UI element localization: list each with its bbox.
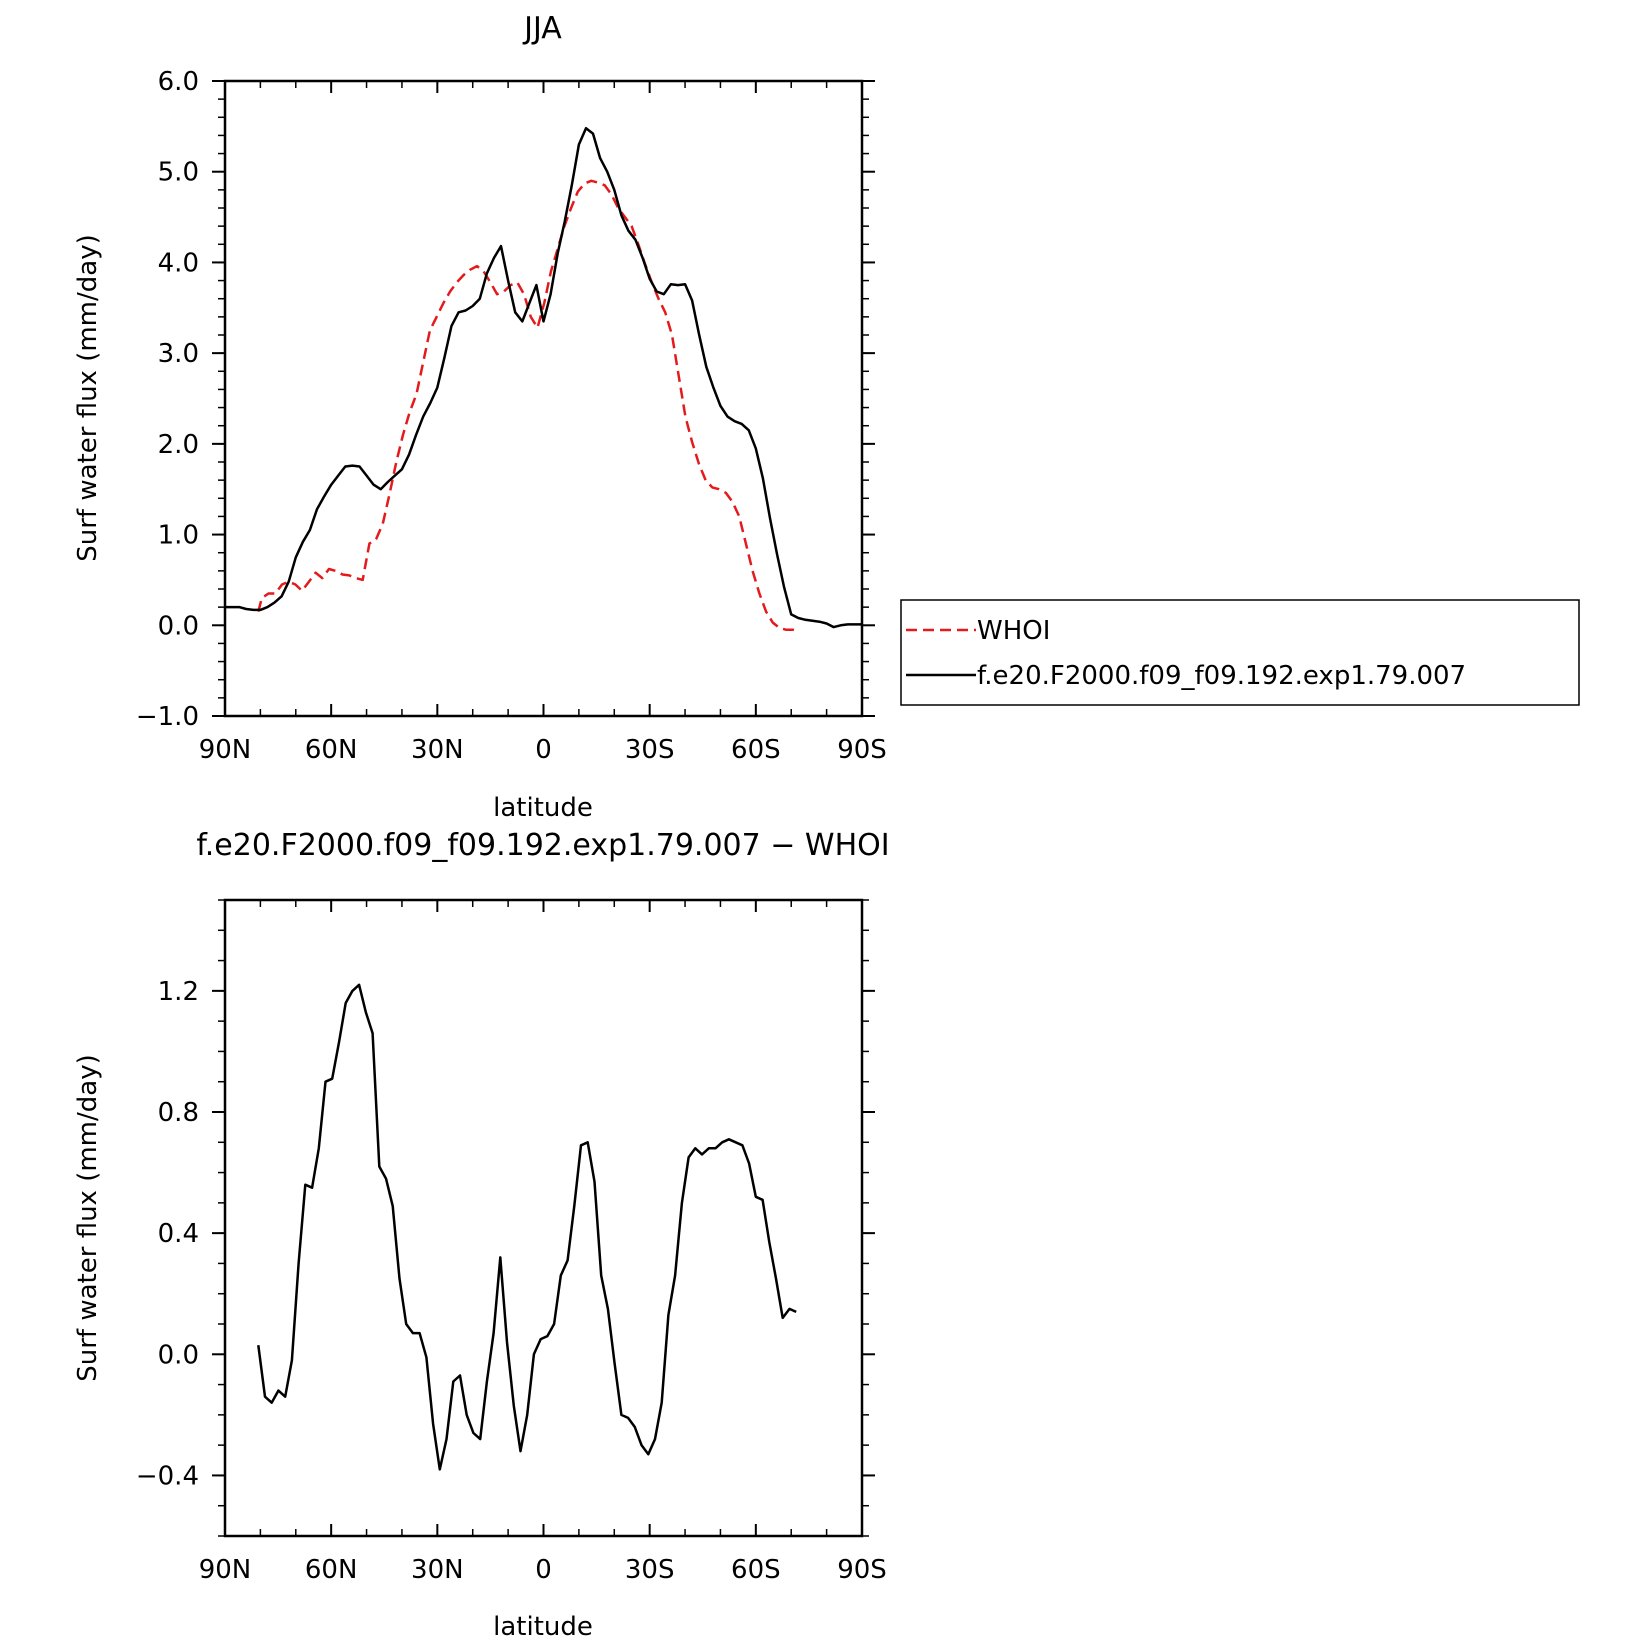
legend-box <box>900 599 1580 706</box>
x-tick-label: 60N <box>305 735 358 765</box>
x-tick-label: 60N <box>305 1555 358 1585</box>
x-tick-label: 90N <box>199 735 252 765</box>
x-tick-label: 30S <box>625 735 675 765</box>
y-tick-label: −1.0 <box>136 702 199 732</box>
bottom-panel: f.e20.F2000.f09_f09.192.exp1.79.007 − WH… <box>73 828 890 1641</box>
top-panel-ticks: 90N 60N 30N 0 30S 60S 90S 6.0 5.0 4.0 3.0 2.0 1.0 0.0… <box>136 67 887 765</box>
y-tick-label: −0.4 <box>136 1461 199 1491</box>
x-tick-label: 90N <box>199 1555 252 1585</box>
top-panel-ylabel: Surf water flux (mm/day) <box>73 234 103 561</box>
x-tick-label: 90S <box>837 1555 887 1585</box>
x-tick-label: 30N <box>411 735 464 765</box>
legend-label-whoi: WHOI <box>977 616 1050 646</box>
bottom-panel-ticks: 90N 60N 30N 0 30S 60S 90S 1.2 0.8 0.4 0.0 −0.4 <box>136 899 887 1585</box>
series-line-model <box>225 126 862 629</box>
bottom-panel-series <box>257 983 797 1471</box>
x-tick-label: 30S <box>625 1555 675 1585</box>
y-tick-label: 6.0 <box>158 67 199 97</box>
series-line-model <box>257 983 797 1471</box>
x-tick-label: 90S <box>837 735 887 765</box>
y-tick-label: 4.0 <box>158 248 199 278</box>
x-tick-label: 0 <box>535 1555 552 1585</box>
top-panel-frame <box>223 79 864 718</box>
top-panel-xlabel: latitude <box>493 793 593 823</box>
bottom-panel-title: f.e20.F2000.f09_f09.192.exp1.79.007 − WH… <box>196 828 889 863</box>
y-tick-label: 2.0 <box>158 430 199 460</box>
y-tick-label: 0.4 <box>158 1219 199 1249</box>
y-tick-label: 0.8 <box>158 1098 199 1128</box>
legend: WHOI f.e20.F2000.f09_f09.192.exp1.79.007 <box>900 599 1580 706</box>
x-tick-label: 30N <box>411 1555 464 1585</box>
x-tick-label: 60S <box>731 735 781 765</box>
x-tick-label: 0 <box>535 735 552 765</box>
y-tick-label: 1.0 <box>158 521 199 551</box>
bottom-panel-xlabel: latitude <box>493 1612 593 1641</box>
x-tick-label: 60S <box>731 1555 781 1585</box>
top-panel-title: JJA <box>522 11 562 46</box>
y-tick-label: 5.0 <box>158 158 199 188</box>
y-tick-label: 3.0 <box>158 339 199 369</box>
legend-label-model: f.e20.F2000.f09_f09.192.exp1.79.007 <box>977 661 1466 691</box>
y-tick-label: 0.0 <box>158 1340 199 1370</box>
bottom-panel-frame <box>223 898 864 1538</box>
y-tick-label: 1.2 <box>158 977 199 1007</box>
series-line-whoi <box>257 179 800 632</box>
top-panel-series <box>225 126 862 632</box>
bottom-panel-ylabel: Surf water flux (mm/day) <box>73 1054 103 1381</box>
y-tick-label: 0.0 <box>158 611 199 641</box>
top-panel: JJA 90N 60N 30N 0 30S 60S 90S 6.0 5.0 4.0 3.0 2.0 1.… <box>73 11 887 823</box>
